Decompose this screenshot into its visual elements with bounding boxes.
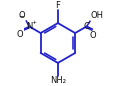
Text: N: N bbox=[26, 22, 33, 31]
Text: OH: OH bbox=[91, 12, 104, 20]
Text: O: O bbox=[89, 31, 96, 40]
Text: NH₂: NH₂ bbox=[50, 76, 66, 85]
Text: O: O bbox=[16, 30, 23, 39]
Text: +: + bbox=[31, 20, 36, 25]
Text: F: F bbox=[56, 1, 60, 10]
Text: O: O bbox=[19, 11, 26, 20]
Text: C: C bbox=[84, 22, 89, 31]
Text: −: − bbox=[18, 14, 24, 20]
